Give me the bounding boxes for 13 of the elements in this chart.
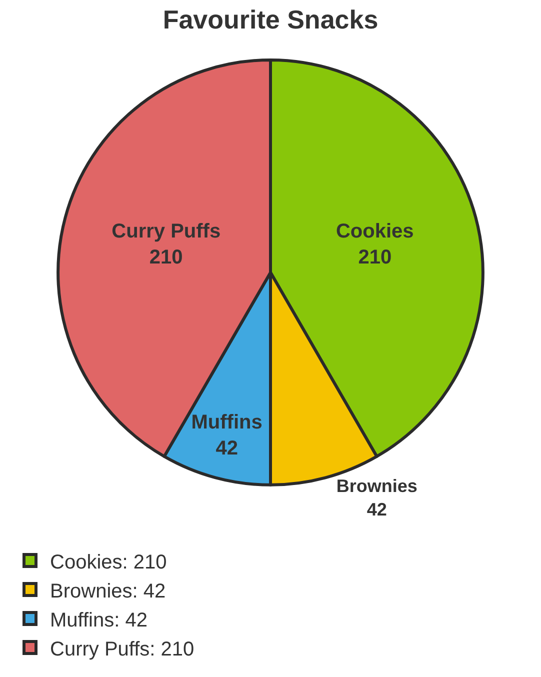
chart-title: Favourite Snacks — [162, 4, 378, 34]
data-label: 210 — [149, 246, 183, 268]
text: : 42 — [114, 609, 148, 632]
data-label: 42 — [366, 500, 387, 520]
text: : 210 — [150, 638, 194, 660]
slice-label: Brownies — [336, 476, 418, 496]
text: : 210 — [122, 551, 167, 574]
data-label: 42 — [216, 437, 238, 460]
slice-label: Muffins — [191, 411, 262, 434]
text: : 42 — [132, 580, 166, 602]
slice-label: Cookies — [336, 220, 414, 242]
data-label: 210 — [358, 246, 392, 268]
slice-label: Curry Puffs — [112, 220, 221, 242]
